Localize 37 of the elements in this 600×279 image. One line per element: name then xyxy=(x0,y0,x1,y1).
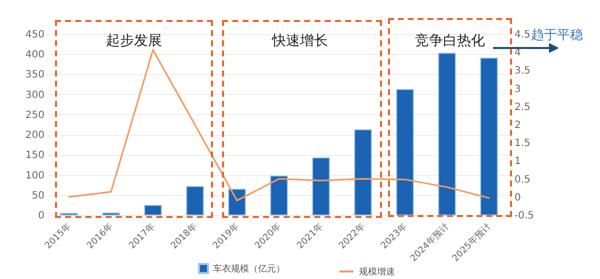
y-tick-label: 100 xyxy=(25,170,44,182)
y-tick-label: 50 xyxy=(32,190,44,202)
y2-tick-label: 1 xyxy=(514,156,521,168)
y-tick-label: 300 xyxy=(25,90,44,101)
bar xyxy=(270,175,288,216)
bar xyxy=(102,212,120,216)
bar xyxy=(312,157,330,216)
y2-tick-label: 2.5 xyxy=(514,102,530,113)
y-tick-label: 150 xyxy=(25,150,44,162)
line-series xyxy=(68,49,490,202)
annotation: 起步发展 xyxy=(106,32,162,50)
bar xyxy=(438,52,456,216)
annotation: 竞争白热化 xyxy=(415,32,485,50)
annotation: 快速增长 xyxy=(272,32,328,50)
bar xyxy=(186,186,204,216)
y-tick-label: 0 xyxy=(38,210,44,222)
y2-tick-label: 3.5 xyxy=(514,66,530,77)
y-tick-label: 400 xyxy=(25,50,44,61)
y2-tick-label: -0.5 xyxy=(514,210,534,222)
bar xyxy=(354,129,372,216)
y2-tick-label: 1.5 xyxy=(514,138,530,150)
legend-label: 规模增速 xyxy=(359,266,395,278)
y2-tick-label: 0.5 xyxy=(514,174,530,186)
y-tick-label: 350 xyxy=(25,70,44,81)
bar xyxy=(228,188,246,216)
y-tick-label: 200 xyxy=(25,130,44,142)
y2-tick-label: 0 xyxy=(514,192,521,204)
bar xyxy=(396,89,414,216)
y2-tick-label: 4.5 xyxy=(514,30,530,40)
y2-tick-label: 3 xyxy=(514,84,521,95)
bar xyxy=(144,204,162,216)
y-tick-label: 250 xyxy=(25,110,44,121)
bar xyxy=(480,58,498,216)
legend-label: 车衣规模（亿元） xyxy=(213,264,285,274)
y2-tick-label: 2 xyxy=(514,120,521,131)
y-tick-label: 450 xyxy=(25,30,44,40)
text: 趋于平稳 xyxy=(531,27,583,44)
